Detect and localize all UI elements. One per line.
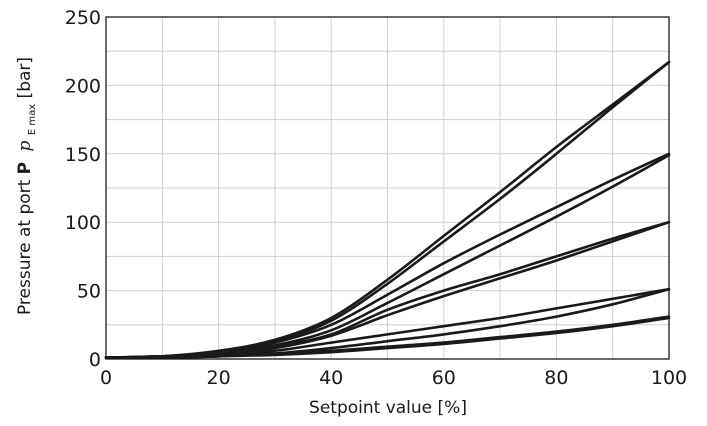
y-tick-label: 250	[65, 7, 101, 29]
x-axis-label: Setpoint value [%]	[309, 398, 467, 418]
x-tick-label: 40	[319, 367, 343, 389]
y-tick-label: 100	[65, 212, 101, 234]
y-axis-label-prefix: Pressure at port	[15, 174, 35, 315]
y-tick-label: 50	[77, 281, 101, 303]
plot-frame	[105, 16, 670, 360]
x-tick-label: 100	[651, 367, 687, 389]
curves	[104, 60, 671, 360]
x-tick-label: 80	[544, 367, 568, 389]
y-axis-label-subscript: E max	[27, 104, 38, 135]
grid	[105, 16, 670, 360]
y-tick-labels: 0 50 100 150 200 250	[65, 7, 101, 371]
y-axis-label-suffix: [bar]	[15, 57, 35, 98]
x-tick-label: 60	[432, 367, 456, 389]
y-tick-label: 200	[65, 75, 101, 97]
y-tick-label: 150	[65, 144, 101, 166]
y-axis-label-symbol: p	[15, 140, 35, 151]
x-tick-label: 0	[100, 367, 112, 389]
y-tick-label: 0	[89, 349, 101, 371]
y-axis-label-port: P	[15, 162, 35, 174]
x-tick-labels: 0 20 40 60 80 100	[100, 367, 687, 389]
series-line-10	[104, 316, 671, 360]
x-tick-label: 20	[207, 367, 231, 389]
y-axis-label: Pressure at port P p E max [bar]	[15, 57, 40, 315]
